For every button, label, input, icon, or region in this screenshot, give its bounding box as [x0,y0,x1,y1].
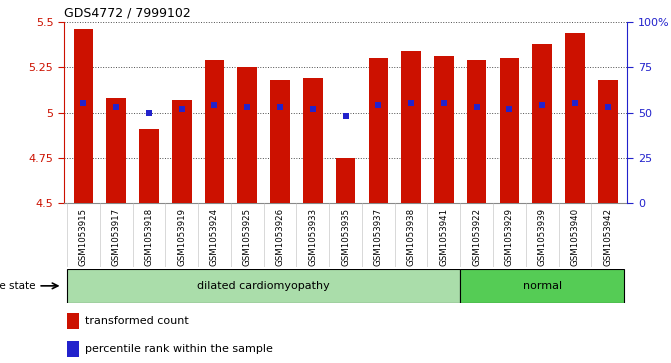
Text: GSM1053940: GSM1053940 [570,208,580,266]
Bar [74,29,93,203]
Text: GSM1053917: GSM1053917 [111,208,121,266]
Bar [500,58,519,203]
Bar [598,80,617,203]
Text: GSM1053924: GSM1053924 [210,208,219,266]
Text: GSM1053933: GSM1053933 [308,208,317,266]
Bar [270,80,290,203]
Bar [67,341,79,357]
Text: GSM1053935: GSM1053935 [341,208,350,266]
Text: GDS4772 / 7999102: GDS4772 / 7999102 [64,6,191,19]
Text: GSM1053929: GSM1053929 [505,208,514,266]
Bar [401,51,421,203]
Text: GSM1053942: GSM1053942 [603,208,612,266]
Text: GSM1053925: GSM1053925 [243,208,252,266]
Bar [460,269,624,303]
Bar [467,60,486,203]
Text: GSM1053926: GSM1053926 [276,208,285,266]
Bar [238,67,257,203]
Bar [434,56,454,203]
Text: disease state: disease state [0,281,35,291]
Bar [336,158,356,203]
Bar [172,100,191,203]
Bar [205,60,224,203]
Text: GSM1053937: GSM1053937 [374,208,383,266]
Bar [139,129,159,203]
Text: GSM1053939: GSM1053939 [537,208,547,266]
Text: GSM1053919: GSM1053919 [177,208,187,266]
Bar [368,58,388,203]
Text: GSM1053941: GSM1053941 [440,208,448,266]
Bar [565,33,585,203]
Text: normal: normal [523,281,562,291]
Text: GSM1053915: GSM1053915 [79,208,88,266]
Bar [532,44,552,203]
Text: dilated cardiomyopathy: dilated cardiomyopathy [197,281,330,291]
Bar [106,98,126,203]
Bar [67,313,79,329]
Text: GSM1053922: GSM1053922 [472,208,481,266]
Text: transformed count: transformed count [85,316,189,326]
Text: GSM1053918: GSM1053918 [144,208,154,266]
Bar [303,78,323,203]
Text: GSM1053938: GSM1053938 [407,208,415,266]
Bar [67,269,460,303]
Text: percentile rank within the sample: percentile rank within the sample [85,344,273,354]
